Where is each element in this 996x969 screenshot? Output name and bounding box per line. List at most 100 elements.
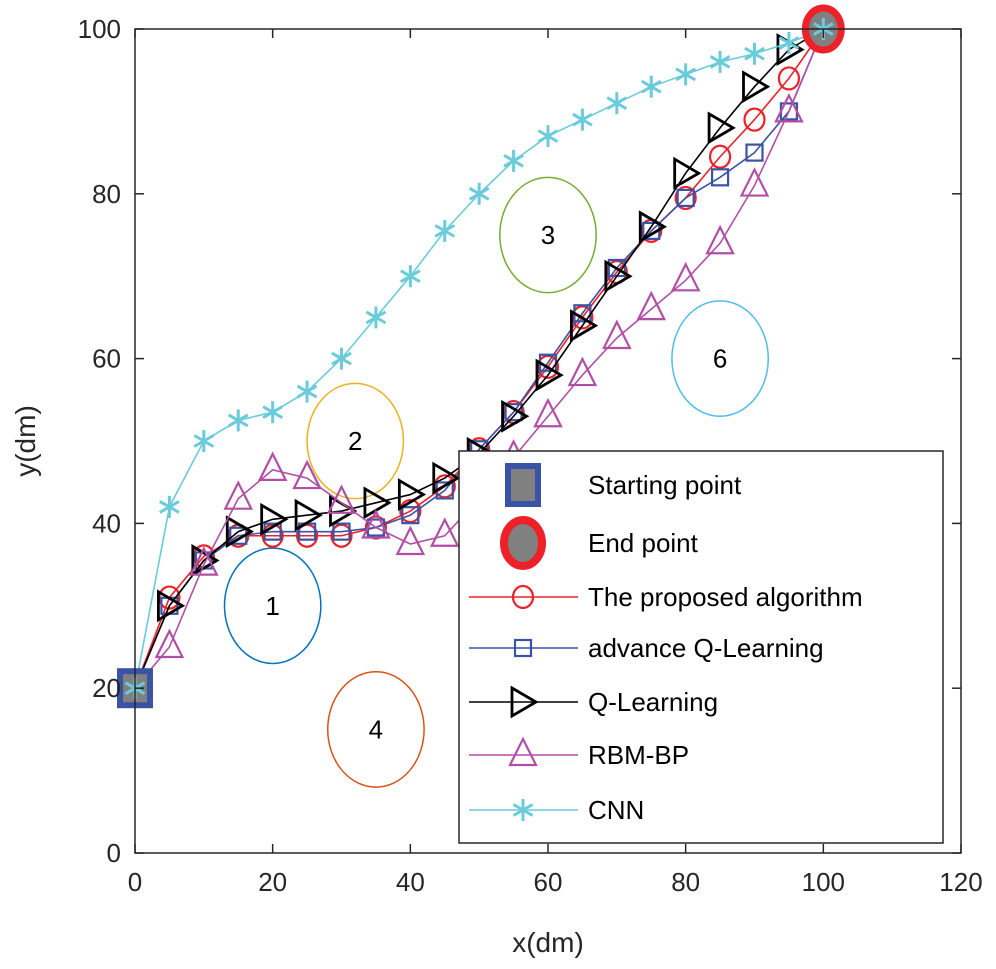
asterisk-stroke bbox=[193, 434, 215, 448]
legend: Starting point End point The proposed algo… bbox=[458, 450, 944, 844]
asterisk-stroke bbox=[744, 46, 765, 61]
legend-marker bbox=[508, 736, 538, 767]
y-tick-label: 80 bbox=[92, 179, 121, 209]
data-point bbox=[602, 319, 632, 350]
obstacle-4 bbox=[326, 670, 425, 788]
data-point bbox=[225, 515, 255, 549]
data-point bbox=[193, 430, 215, 452]
asterisk-stroke bbox=[640, 79, 662, 94]
data-point bbox=[223, 480, 254, 510]
y-tick-label: 100 bbox=[78, 14, 121, 44]
asterisk-stroke bbox=[434, 224, 456, 238]
obstacle-2 bbox=[306, 382, 405, 500]
asterisk-stroke bbox=[503, 154, 524, 168]
obstacle-1 bbox=[223, 547, 322, 665]
data-point bbox=[778, 32, 800, 55]
data-point bbox=[567, 356, 598, 387]
data-point bbox=[191, 544, 220, 577]
asterisk-stroke bbox=[331, 351, 352, 366]
data-point bbox=[745, 143, 764, 162]
data-point bbox=[673, 156, 702, 190]
asterisk-stroke bbox=[400, 269, 421, 284]
data-point bbox=[705, 224, 735, 255]
data-point bbox=[434, 219, 456, 242]
data-point bbox=[159, 495, 180, 518]
data-point bbox=[501, 399, 530, 433]
legend-marker bbox=[513, 638, 533, 658]
data-point bbox=[708, 144, 732, 169]
x-tick-label: 100 bbox=[802, 867, 845, 897]
y-tick-label: 60 bbox=[92, 344, 121, 374]
asterisk-stroke bbox=[227, 413, 249, 428]
legend-label: CNN bbox=[588, 795, 644, 825]
series-line bbox=[134, 28, 825, 689]
asterisk-stroke bbox=[572, 112, 593, 127]
asterisk-stroke bbox=[778, 36, 800, 50]
data-point bbox=[331, 347, 352, 370]
legend-marker bbox=[511, 584, 535, 610]
data-point bbox=[296, 380, 318, 403]
data-point bbox=[503, 149, 524, 172]
data-point bbox=[292, 459, 322, 490]
data-point bbox=[429, 517, 460, 547]
legend-label: advance Q-Learning bbox=[588, 633, 824, 663]
data-point bbox=[710, 168, 730, 187]
obstacles: 1 2 3 4 6 bbox=[223, 176, 770, 788]
data-point bbox=[743, 107, 766, 132]
data-point bbox=[744, 42, 765, 65]
asterisk-stroke bbox=[296, 384, 318, 399]
data-point bbox=[262, 401, 283, 424]
data-point bbox=[709, 50, 731, 73]
data-point bbox=[157, 589, 186, 623]
data-point bbox=[777, 66, 801, 91]
y-tick-label: 0 bbox=[107, 838, 121, 868]
obstacle-label: 1 bbox=[265, 591, 279, 621]
data-point bbox=[295, 523, 319, 548]
data-point bbox=[675, 63, 696, 86]
data-point bbox=[638, 210, 668, 244]
data-point bbox=[154, 628, 185, 659]
data-point bbox=[294, 498, 323, 532]
data-point bbox=[397, 478, 427, 511]
data-point bbox=[640, 75, 662, 98]
data-point bbox=[572, 108, 593, 131]
asterisk-stroke bbox=[606, 96, 628, 110]
legend-start-marker bbox=[505, 463, 541, 507]
obstacle-3 bbox=[499, 176, 597, 294]
y-tick-label: 20 bbox=[92, 673, 121, 703]
data-point bbox=[674, 185, 697, 211]
asterisk-stroke bbox=[675, 67, 696, 82]
data-point bbox=[401, 506, 420, 525]
asterisk-stroke bbox=[537, 129, 559, 143]
legend-label: Starting point bbox=[588, 470, 742, 500]
obstacle-6 bbox=[671, 300, 770, 418]
data-point bbox=[670, 261, 701, 292]
legend-label: Q-Learning bbox=[588, 687, 718, 717]
obstacle-label: 2 bbox=[348, 426, 362, 456]
legend-end-marker bbox=[500, 516, 546, 570]
asterisk-stroke bbox=[709, 55, 731, 69]
x-axis-label: x(dm) bbox=[512, 927, 584, 958]
data-point bbox=[533, 397, 563, 428]
legend-label: The proposed algorithm bbox=[588, 582, 863, 612]
data-point bbox=[227, 409, 249, 432]
data-point bbox=[537, 125, 559, 148]
data-point bbox=[395, 525, 426, 556]
legend-marker bbox=[510, 685, 539, 719]
data-point bbox=[400, 265, 421, 288]
axes: 0 20 40 60 80 100 120 0 20 40 60 80 100 bbox=[78, 14, 983, 897]
data-point bbox=[361, 509, 391, 539]
y-tick-label: 40 bbox=[92, 508, 121, 538]
y-axis-label: y(dm) bbox=[10, 405, 41, 477]
series-lines bbox=[117, 4, 845, 709]
x-tick-label: 80 bbox=[671, 867, 700, 897]
obstacle-label: 4 bbox=[369, 714, 383, 744]
data-point bbox=[676, 188, 695, 208]
data-point bbox=[260, 502, 289, 536]
data-point bbox=[365, 306, 387, 329]
obstacle-label: 3 bbox=[541, 220, 555, 250]
x-tick-label: 120 bbox=[939, 867, 982, 897]
data-point bbox=[261, 523, 284, 548]
legend-box bbox=[458, 450, 944, 844]
